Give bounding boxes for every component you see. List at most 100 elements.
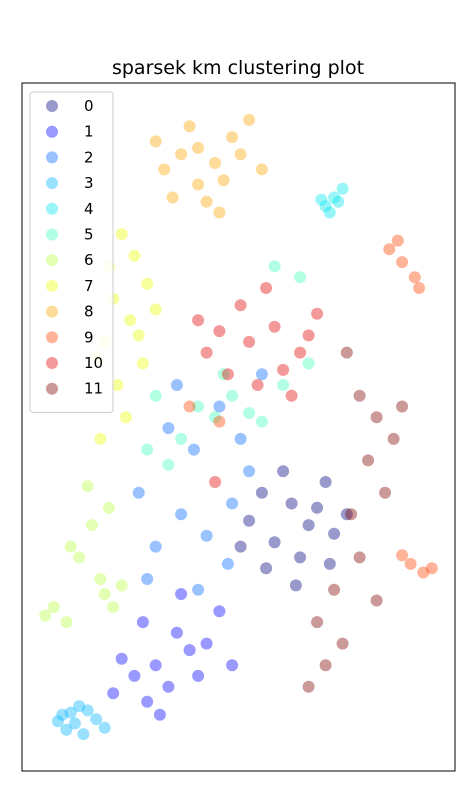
legend-label-8: 8: [84, 303, 94, 321]
point-cluster-5-1: [209, 411, 222, 424]
point-cluster-8-12: [213, 206, 226, 219]
legend-label-7: 7: [84, 277, 94, 295]
point-cluster-10-0: [243, 335, 256, 348]
data-points: [39, 113, 438, 741]
point-cluster-7-1: [128, 249, 141, 262]
point-cluster-9-5: [404, 557, 417, 570]
point-cluster-5-11: [255, 415, 268, 428]
point-cluster-5-8: [141, 443, 154, 456]
point-cluster-2-0: [175, 508, 188, 521]
point-cluster-10-8: [277, 363, 290, 376]
point-cluster-1-2: [128, 669, 141, 682]
legend-marker-8: [46, 305, 58, 318]
point-cluster-7-4: [124, 314, 137, 327]
point-cluster-4-0: [328, 191, 341, 204]
point-cluster-9-6: [417, 566, 430, 579]
point-cluster-9-1: [396, 256, 409, 269]
point-cluster-8-5: [183, 120, 196, 133]
point-cluster-1-7: [192, 669, 205, 682]
point-cluster-10-12: [192, 314, 205, 327]
point-cluster-4-5: [315, 193, 328, 206]
point-cluster-0-4: [255, 486, 268, 499]
chart-title: sparsek km clustering plot: [112, 57, 364, 79]
point-cluster-0-9: [311, 501, 324, 514]
point-cluster-5-3: [175, 432, 188, 445]
legend-label-9: 9: [84, 328, 94, 346]
point-cluster-3-7: [51, 715, 64, 728]
legend-marker-5: [46, 228, 58, 241]
point-cluster-10-14: [209, 476, 222, 488]
point-cluster-1-14: [226, 659, 239, 672]
point-cluster-5-7: [268, 260, 281, 273]
point-cluster-11-12: [396, 400, 409, 413]
legend: 0 1 2 3 4 5 6 7 8 9 10 11: [29, 91, 114, 413]
point-cluster-4-3: [332, 195, 345, 208]
legend-box: [29, 91, 114, 413]
legend-label-5: 5: [84, 226, 94, 244]
point-cluster-8-4: [226, 131, 239, 144]
point-cluster-5-2: [226, 389, 239, 402]
point-cluster-11-5: [345, 508, 358, 521]
point-cluster-11-11: [353, 551, 366, 564]
point-cluster-2-14: [234, 432, 247, 445]
point-cluster-0-12: [260, 562, 273, 575]
legend-label-10: 10: [84, 354, 103, 372]
point-cluster-2-7: [243, 465, 256, 478]
point-cluster-3-0: [56, 708, 69, 721]
point-cluster-1-13: [136, 616, 149, 629]
point-cluster-10-6: [200, 346, 213, 359]
point-cluster-8-6: [200, 195, 213, 208]
legend-label-1: 1: [84, 123, 94, 141]
point-cluster-7-7: [111, 379, 124, 391]
point-cluster-6-1: [47, 601, 60, 613]
point-cluster-2-2: [149, 540, 162, 553]
point-cluster-11-10: [302, 680, 315, 693]
point-cluster-5-6: [294, 271, 307, 284]
point-cluster-10-7: [311, 307, 324, 320]
point-cluster-0-10: [340, 508, 353, 521]
point-cluster-5-10: [217, 368, 230, 381]
point-cluster-9-9: [183, 400, 196, 413]
point-cluster-0-8: [243, 514, 256, 527]
point-cluster-3-5: [73, 700, 86, 713]
point-cluster-7-6: [136, 357, 149, 370]
point-cluster-4-2: [319, 200, 332, 213]
point-cluster-3-9: [64, 706, 77, 719]
legend-label-3: 3: [84, 174, 94, 192]
point-cluster-0-5: [294, 551, 307, 564]
point-cluster-9-4: [413, 282, 426, 294]
point-cluster-6-9: [85, 519, 98, 532]
point-cluster-9-8: [425, 562, 438, 575]
point-cluster-9-7: [396, 549, 409, 562]
point-cluster-7-0: [115, 228, 128, 241]
point-cluster-3-4: [90, 713, 103, 726]
point-cluster-2-5: [162, 422, 175, 435]
point-cluster-1-10: [107, 687, 120, 700]
legend-label-11: 11: [84, 380, 103, 398]
point-cluster-11-2: [387, 432, 400, 445]
point-cluster-0-14: [323, 557, 336, 570]
point-cluster-1-4: [141, 695, 154, 708]
legend-marker-11: [46, 382, 58, 395]
point-cluster-3-1: [68, 717, 81, 730]
point-cluster-5-12: [302, 357, 315, 370]
legend-marker-1: [46, 125, 58, 138]
point-cluster-2-9: [192, 583, 205, 596]
point-cluster-6-0: [39, 609, 52, 622]
point-cluster-8-3: [209, 157, 222, 169]
point-cluster-11-7: [311, 616, 324, 629]
point-cluster-8-10: [243, 113, 256, 126]
point-cluster-9-3: [391, 234, 404, 247]
point-cluster-5-13: [149, 389, 162, 402]
point-cluster-4-4: [323, 206, 336, 219]
plot-frame: [21, 82, 456, 772]
point-cluster-1-1: [162, 680, 175, 693]
point-cluster-8-1: [175, 148, 188, 161]
point-cluster-10-9: [221, 368, 234, 381]
point-cluster-2-13: [132, 486, 145, 499]
point-cluster-11-9: [319, 659, 332, 672]
point-cluster-10-5: [260, 282, 273, 294]
point-cluster-2-10: [170, 379, 183, 391]
point-cluster-2-6: [213, 400, 226, 413]
point-cluster-7-12: [94, 432, 107, 445]
